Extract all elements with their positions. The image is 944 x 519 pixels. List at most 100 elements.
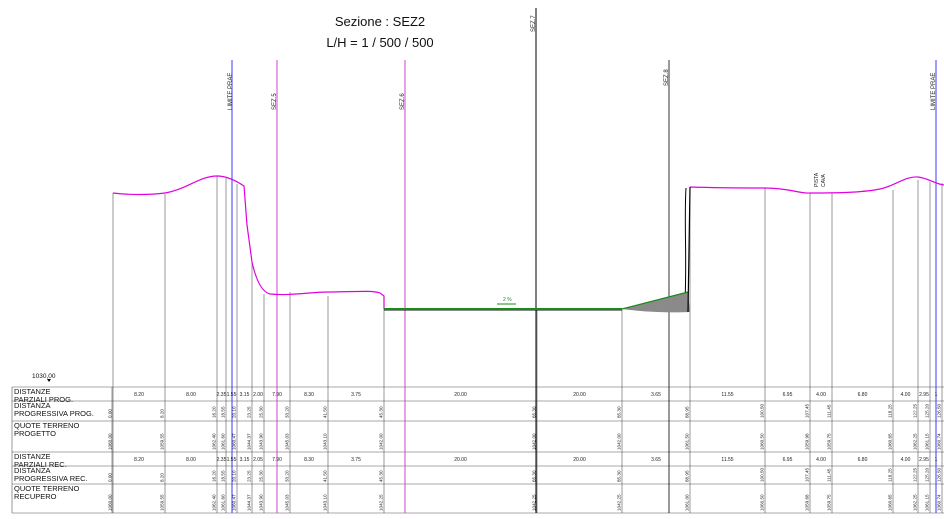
partial-rec-14: 4.00 xyxy=(816,457,826,463)
quote-prog-11: 1042.00 xyxy=(617,433,622,450)
partial-rec-7: 8.30 xyxy=(304,457,314,463)
sez8-label: SEZ.8 xyxy=(664,69,670,86)
progressive-prog-8: 41.50 xyxy=(323,406,328,418)
sez5-label: SEZ.5 xyxy=(272,93,278,110)
quote-rec-17: 1062.25 xyxy=(913,494,918,511)
row-label-line: DISTANZA xyxy=(14,401,51,410)
row-label-1: DISTANZA PROGRESSIVA PROG. xyxy=(14,402,94,418)
partial-prog-15: 6.80 xyxy=(858,392,868,398)
progressive-prog-13: 100.50 xyxy=(760,404,765,418)
partial-prog-6: 7.90 xyxy=(272,392,282,398)
progressive-rec-6: 25.30 xyxy=(259,470,264,482)
quote-prog-17: 1062.25 xyxy=(913,433,918,450)
quote-prog-6: 1043.90 xyxy=(259,433,264,450)
progressive-rec-1: 8.20 xyxy=(160,473,165,482)
quote-rec-6: 1043.90 xyxy=(259,494,264,511)
progressive-prog-15: 111.45 xyxy=(827,404,832,418)
quote-prog-15: 1059.75 xyxy=(827,433,832,450)
quote-prog-19: 1060.74 xyxy=(937,433,942,450)
progressive-rec-8: 41.50 xyxy=(323,470,328,482)
progressive-prog-10: 65.30 xyxy=(532,406,537,418)
quote-rec-5: 1044.37 xyxy=(247,494,252,511)
section-scale: L/H = 1 / 500 / 500 xyxy=(326,35,434,50)
progressive-rec-15: 111.45 xyxy=(827,468,832,482)
row-label-0: DISTANZE PARZIALI PROG. xyxy=(14,388,73,404)
slope-line xyxy=(621,291,689,310)
row-label-line: PROGETTO xyxy=(14,429,56,438)
partial-rec-12: 11.55 xyxy=(721,457,733,463)
row-label-line: QUOTE TERRENO xyxy=(14,421,80,430)
partial-prog-11: 3.65 xyxy=(651,392,661,398)
row-label-line: DISTANZA xyxy=(14,466,51,475)
row-label-2: QUOTE TERRENO PROGETTO xyxy=(14,422,79,438)
row-label-line: QUOTE TERRENO xyxy=(14,484,80,493)
progressive-prog-7: 33.20 xyxy=(285,406,290,418)
progressive-prog-5: 23.25 xyxy=(247,406,252,418)
progressive-rec-7: 33.20 xyxy=(285,470,290,482)
row-label-5: QUOTE TERRENO RECUPERO xyxy=(14,485,79,501)
quote-rec-2: 1062.40 xyxy=(212,494,217,511)
quote-prog-14: 1059.98 xyxy=(805,433,810,450)
progressive-prog-19: 126.50 xyxy=(937,404,942,418)
progressive-prog-11: 85.30 xyxy=(617,406,622,418)
partial-prog-16: 4.00 xyxy=(901,392,911,398)
progressive-prog-6: 25.30 xyxy=(259,406,264,418)
quote-prog-4: 1060.47 xyxy=(232,433,237,450)
quote-rec-12: 1061.00 xyxy=(685,494,690,511)
row-label-4: DISTANZA PROGRESSIVA REC. xyxy=(14,467,88,483)
progressive-prog-14: 107.45 xyxy=(805,404,810,418)
progressive-rec-3: 18.55 xyxy=(221,470,226,482)
partial-rec-1: 8.00 xyxy=(186,457,196,463)
limite-prae-right-label: LIMITE PRAE xyxy=(931,73,937,110)
quote-rec-13: 1060.50 xyxy=(760,494,765,511)
quote-prog-8: 1043.10 xyxy=(323,433,328,450)
partial-rec-13: 6.95 xyxy=(783,457,793,463)
partial-rec-3: 1.55 xyxy=(227,457,237,463)
progressive-prog-2: 16.20 xyxy=(212,406,217,418)
partial-prog-7: 8.30 xyxy=(304,392,314,398)
quote-rec-9: 1042.25 xyxy=(379,494,384,511)
quote-rec-19: 1060.74 xyxy=(937,494,942,511)
quote-rec-8: 1043.10 xyxy=(323,494,328,511)
progressive-rec-0: 0.00 xyxy=(108,473,113,482)
partial-rec-6: 7.90 xyxy=(272,457,282,463)
quote-prog-7: 1045.03 xyxy=(285,433,290,450)
progressive-rec-18: 125.20 xyxy=(925,468,930,482)
partial-rec-17: 2.95 xyxy=(919,457,929,463)
partial-prog-14: 4.00 xyxy=(816,392,826,398)
row-label-line: DISTANZE xyxy=(14,387,51,396)
quote-rec-7: 1045.03 xyxy=(285,494,290,511)
quote-prog-18: 1061.15 xyxy=(925,433,930,450)
partial-prog-13: 6.95 xyxy=(783,392,793,398)
progressive-prog-16: 118.25 xyxy=(888,404,893,418)
quote-rec-15: 1059.75 xyxy=(827,494,832,511)
progressive-rec-14: 107.45 xyxy=(805,468,810,482)
quote-prog-2: 1062.40 xyxy=(212,433,217,450)
quote-prog-16: 1060.65 xyxy=(888,433,893,450)
quote-rec-14: 1059.68 xyxy=(805,494,810,511)
progressive-prog-4: 20.10 xyxy=(232,406,237,418)
partial-rec-10: 20.00 xyxy=(573,457,586,463)
quote-rec-1: 1059.55 xyxy=(160,494,165,511)
progressive-prog-18: 125.20 xyxy=(925,404,930,418)
quote-rec-11: 1042.25 xyxy=(617,494,622,511)
section-title: Sezione : SEZ2 xyxy=(334,14,426,29)
quote-prog-3: 1061.60 xyxy=(221,433,226,450)
partial-rec-18: 1 xyxy=(935,457,938,463)
progressive-rec-4: 20.10 xyxy=(232,470,237,482)
partial-prog-4: 3.15 xyxy=(240,392,250,398)
quote-rec-3: 1061.60 xyxy=(221,494,226,511)
row-label-line: DISTANZE xyxy=(14,452,51,461)
partial-prog-5: 2.00 xyxy=(253,392,263,398)
partial-rec-0: 8.20 xyxy=(134,457,144,463)
quote-prog-12: 1061.50 xyxy=(685,433,690,450)
progressive-rec-19: 126.50 xyxy=(937,468,942,482)
partial-prog-12: 11.55 xyxy=(721,392,733,398)
row-label-3: DISTANZE PARZIALI REC. xyxy=(14,453,67,469)
partial-rec-4: 3.15 xyxy=(240,457,250,463)
quote-prog-9: 1042.00 xyxy=(379,433,384,450)
partial-prog-0: 8.20 xyxy=(134,392,144,398)
slope-label: 2 % xyxy=(503,297,512,303)
quote-rec-4: 1060.47 xyxy=(232,494,237,511)
